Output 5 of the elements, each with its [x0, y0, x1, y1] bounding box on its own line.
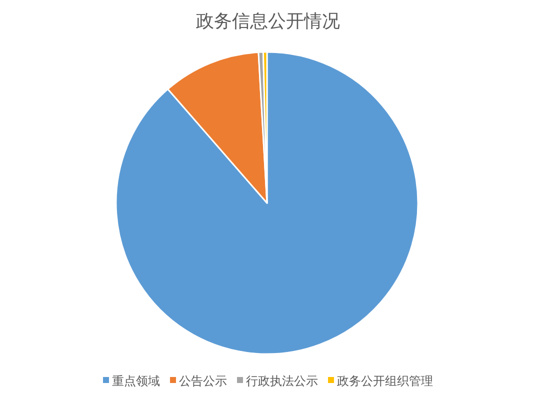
- legend-label: 公告公示: [179, 374, 227, 388]
- legend-label: 行政执法公示: [246, 374, 318, 388]
- legend-label: 政务公开组织管理: [337, 374, 433, 388]
- chart-title: 政务信息公开情况: [196, 11, 340, 32]
- legend-label: 重点领域: [112, 374, 160, 388]
